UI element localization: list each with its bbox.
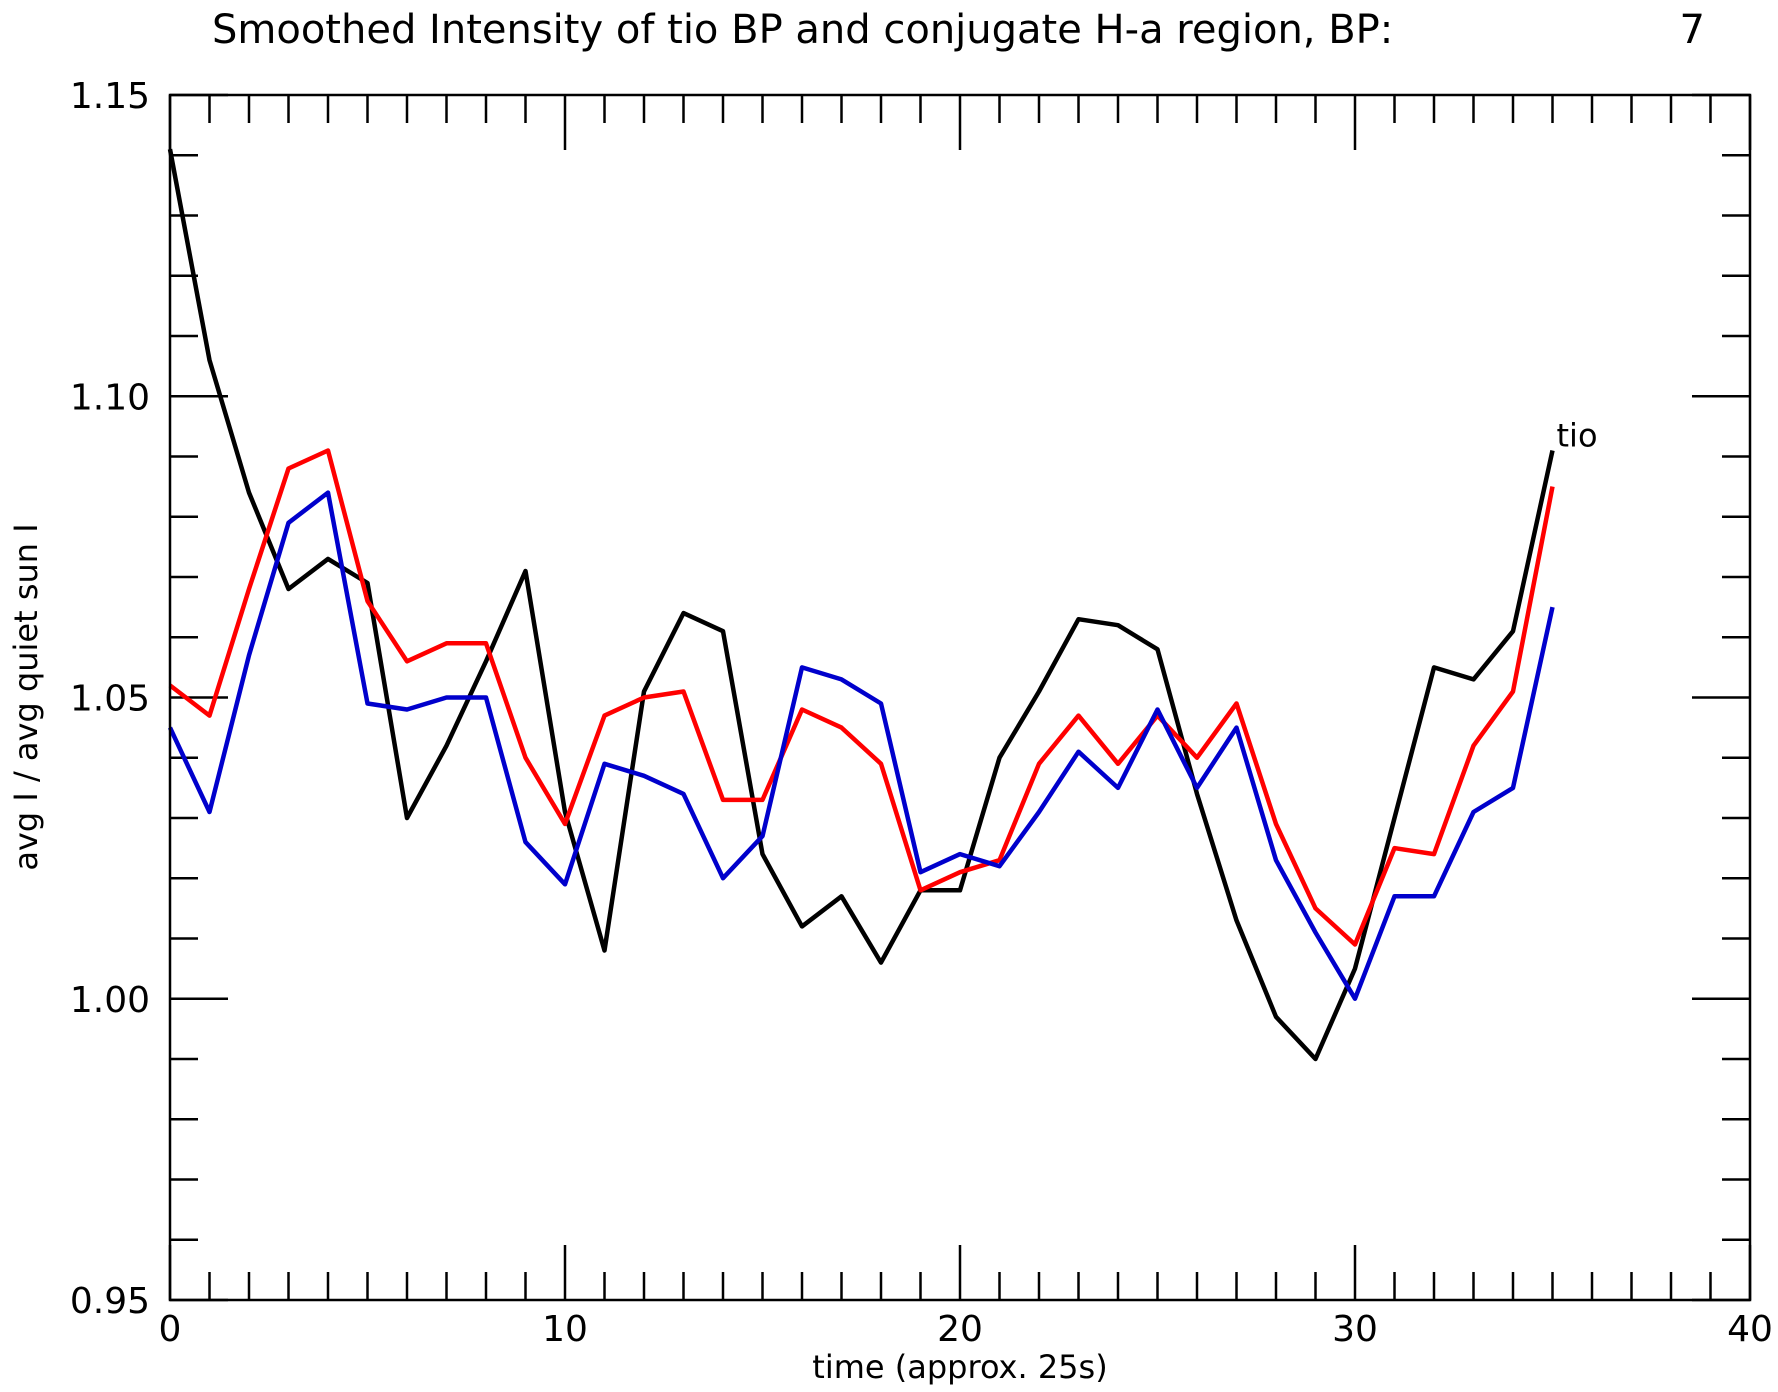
series-line-series-1 xyxy=(168,448,1555,947)
x-axis-label: time (approx. 25s) xyxy=(812,1348,1107,1386)
y-tick-label: 1.00 xyxy=(70,980,150,1021)
axis-tick-labels: 0 10 20 30 40 0.95 1.00 1.05 1.10 1.15 xyxy=(70,76,1773,1350)
chart-title-value: 7 xyxy=(1680,7,1705,53)
x-tick-label: 10 xyxy=(542,1309,588,1350)
y-tick-label: 1.10 xyxy=(70,377,150,418)
series-lines xyxy=(167,148,1555,1062)
x-tick-label: 20 xyxy=(937,1309,983,1350)
x-tick-label: 0 xyxy=(159,1309,182,1350)
x-tick-label: 30 xyxy=(1332,1309,1378,1350)
y-tick-label: 0.95 xyxy=(70,1281,150,1322)
series-label-tio: tio xyxy=(1557,416,1598,454)
x-tick-label: 40 xyxy=(1727,1309,1773,1350)
series-line-series-2 xyxy=(167,490,1555,1001)
series-line-tio xyxy=(167,148,1555,1062)
y-axis-label: avg I / avg quiet sun I xyxy=(7,523,45,870)
y-tick-label: 1.15 xyxy=(70,76,150,117)
y-tick-label: 1.05 xyxy=(70,679,150,720)
chart-title: Smoothed Intensity of tio BP and conjuga… xyxy=(212,7,1393,53)
plot-frame xyxy=(168,93,1752,1302)
axis-ticks xyxy=(168,93,1752,1302)
